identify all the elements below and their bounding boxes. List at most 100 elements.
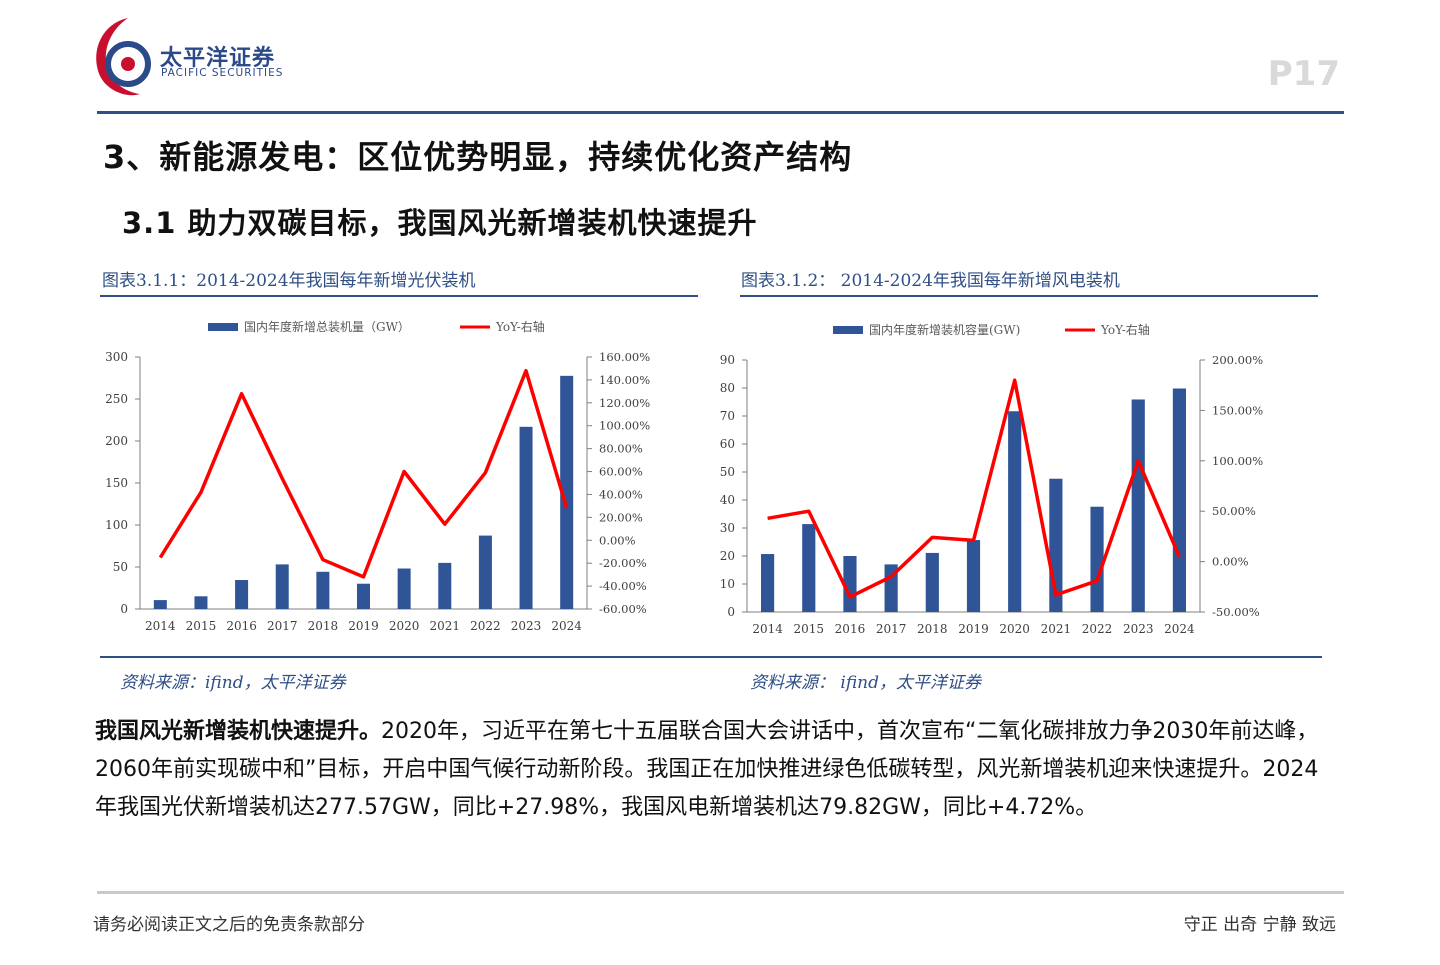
bar bbox=[843, 556, 857, 612]
bar bbox=[235, 580, 249, 609]
figure-1-title-rule bbox=[100, 295, 698, 297]
page-number: P17 bbox=[1267, 54, 1340, 94]
x-tick-label: 2018 bbox=[308, 619, 339, 633]
legend-bar-swatch bbox=[833, 326, 863, 334]
x-tick-label: 2017 bbox=[267, 619, 298, 633]
y-tick-label-left: 20 bbox=[720, 549, 735, 563]
x-tick-label: 2014 bbox=[752, 622, 783, 636]
bar bbox=[1131, 399, 1145, 612]
solar-capacity-chart: 国内年度新增总装机量（GW） YoY-右轴 0 50 100 150 200 250 300 -6… bbox=[105, 319, 650, 633]
y-tick-label-right: -50.00% bbox=[1212, 605, 1260, 619]
bar bbox=[1172, 388, 1186, 612]
y-tick-label-right: 100.00% bbox=[1212, 454, 1263, 468]
x-tick-label: 2023 bbox=[1123, 622, 1154, 636]
x-tick-label: 2020 bbox=[999, 622, 1030, 636]
y-tick-label-left: 50 bbox=[720, 465, 735, 479]
bar bbox=[884, 564, 898, 612]
bar bbox=[1090, 506, 1104, 612]
y-tick-label-left: 300 bbox=[105, 350, 128, 364]
y-tick-label-right: 100.00% bbox=[599, 419, 650, 433]
bar bbox=[316, 571, 330, 609]
bar bbox=[397, 568, 411, 609]
bar bbox=[356, 583, 371, 609]
legend-bar-swatch bbox=[208, 323, 238, 331]
x-tick-label: 2016 bbox=[226, 619, 257, 633]
x-tick-label: 2019 bbox=[958, 622, 989, 636]
x-tick-label: 2016 bbox=[835, 622, 866, 636]
x-tick-label: 2021 bbox=[429, 619, 460, 633]
x-tick-label: 2021 bbox=[1041, 622, 1072, 636]
y-tick-label-right: 0.00% bbox=[1212, 555, 1249, 569]
bar bbox=[925, 552, 939, 612]
bar bbox=[966, 540, 981, 612]
y-tick-label-left: 250 bbox=[105, 392, 128, 406]
bar bbox=[478, 535, 492, 609]
y-tick-label-right: 200.00% bbox=[1212, 353, 1263, 367]
figure-1-title: 图表3.1.1：2014-2024年我国每年新增光伏装机 bbox=[102, 271, 476, 291]
x-tick-label: 2023 bbox=[511, 619, 542, 633]
legend-line-label: YoY-右轴 bbox=[1100, 322, 1150, 337]
x-tick-label: 2024 bbox=[551, 619, 582, 633]
x-tick-label: 2022 bbox=[470, 619, 501, 633]
y-tick-label-right: 140.00% bbox=[599, 373, 650, 387]
bar bbox=[802, 524, 816, 612]
wind-capacity-chart: 国内年度新增装机容量(GW) YoY-右轴 0 10 20 30 40 50 60 70 80 90 -… bbox=[720, 322, 1264, 636]
y-tick-label-left: 30 bbox=[720, 521, 735, 535]
yoy-line bbox=[158, 368, 569, 579]
y-tick-label-left: 0 bbox=[120, 602, 128, 616]
header-divider bbox=[97, 111, 1344, 114]
legend-bar-label: 国内年度新增装机容量(GW) bbox=[869, 322, 1020, 337]
subsection-heading: 3.1 助力双碳目标，我国风光新增装机快速提升 bbox=[122, 206, 758, 240]
body-text: 2020年，习近平在第七十五届联合国大会讲话中，首次宣布“二氧化碳排放力争203… bbox=[95, 719, 1319, 820]
y-tick-label-right: 150.00% bbox=[1212, 403, 1263, 417]
y-tick-label-right: 0.00% bbox=[599, 533, 636, 547]
x-tick-label: 2015 bbox=[793, 622, 824, 636]
x-tick-label: 2020 bbox=[389, 619, 420, 633]
y-tick-label-right: -40.00% bbox=[599, 579, 647, 593]
y-tick-label-right: 120.00% bbox=[599, 396, 650, 410]
bar bbox=[560, 375, 574, 609]
x-tick-label: 2015 bbox=[186, 619, 217, 633]
section-heading: 3、新能源发电：区位优势明显，持续优化资产结构 bbox=[103, 138, 853, 176]
brand-name-cn: 太平洋证券 bbox=[160, 46, 276, 71]
yoy-line bbox=[767, 378, 1182, 599]
x-tick-label: 2018 bbox=[917, 622, 948, 636]
x-tick-label: 2017 bbox=[876, 622, 907, 636]
legend-bar-label: 国内年度新增总装机量（GW） bbox=[244, 319, 410, 334]
body-paragraph: 我国风光新增装机快速提升。2020年，习近平在第七十五届联合国大会讲话中，首次宣… bbox=[95, 713, 1335, 827]
company-motto: 守正 出奇 宁静 致远 bbox=[1183, 915, 1336, 935]
body-lead: 我国风光新增装机快速提升。 bbox=[95, 719, 382, 744]
figure-2-source: 资料来源： ifind，太平洋证券 bbox=[750, 673, 982, 693]
y-tick-label-left: 60 bbox=[720, 437, 735, 451]
y-tick-label-left: 90 bbox=[720, 353, 735, 367]
bar bbox=[194, 596, 208, 609]
disclaimer-note: 请务必阅读正文之后的免责条款部分 bbox=[93, 915, 365, 935]
x-tick-label: 2014 bbox=[145, 619, 176, 633]
bar bbox=[275, 564, 289, 609]
y-tick-label-right: 40.00% bbox=[599, 487, 643, 501]
x-tick-label: 2024 bbox=[1164, 622, 1195, 636]
bar bbox=[1008, 411, 1022, 612]
y-tick-label-left: 100 bbox=[105, 518, 128, 532]
y-tick-label-left: 50 bbox=[113, 560, 128, 574]
figure-1-source: 资料来源：ifind，太平洋证券 bbox=[120, 673, 346, 693]
figure-2-title: 图表3.1.2： 2014-2024年我国每年新增风电装机 bbox=[741, 271, 1120, 291]
y-tick-label-right: 80.00% bbox=[599, 442, 643, 456]
footer-divider bbox=[97, 891, 1344, 894]
brand-name-en: PACIFIC SECURITIES bbox=[161, 67, 284, 79]
legend-line-label: YoY-右轴 bbox=[495, 319, 545, 334]
logo bbox=[88, 14, 158, 100]
y-tick-label-left: 10 bbox=[720, 577, 735, 591]
y-tick-label-right: -20.00% bbox=[599, 556, 647, 570]
y-tick-label-left: 200 bbox=[105, 434, 128, 448]
bar bbox=[761, 554, 775, 612]
figure-2-title-rule bbox=[740, 295, 1318, 297]
bar bbox=[438, 562, 452, 609]
bar bbox=[153, 600, 167, 609]
y-tick-label-left: 0 bbox=[727, 605, 735, 619]
x-tick-label: 2019 bbox=[348, 619, 379, 633]
y-tick-label-right: 50.00% bbox=[1212, 504, 1256, 518]
y-tick-label-left: 150 bbox=[105, 476, 128, 490]
y-tick-label-left: 70 bbox=[720, 409, 735, 423]
y-tick-label-right: 60.00% bbox=[599, 465, 643, 479]
